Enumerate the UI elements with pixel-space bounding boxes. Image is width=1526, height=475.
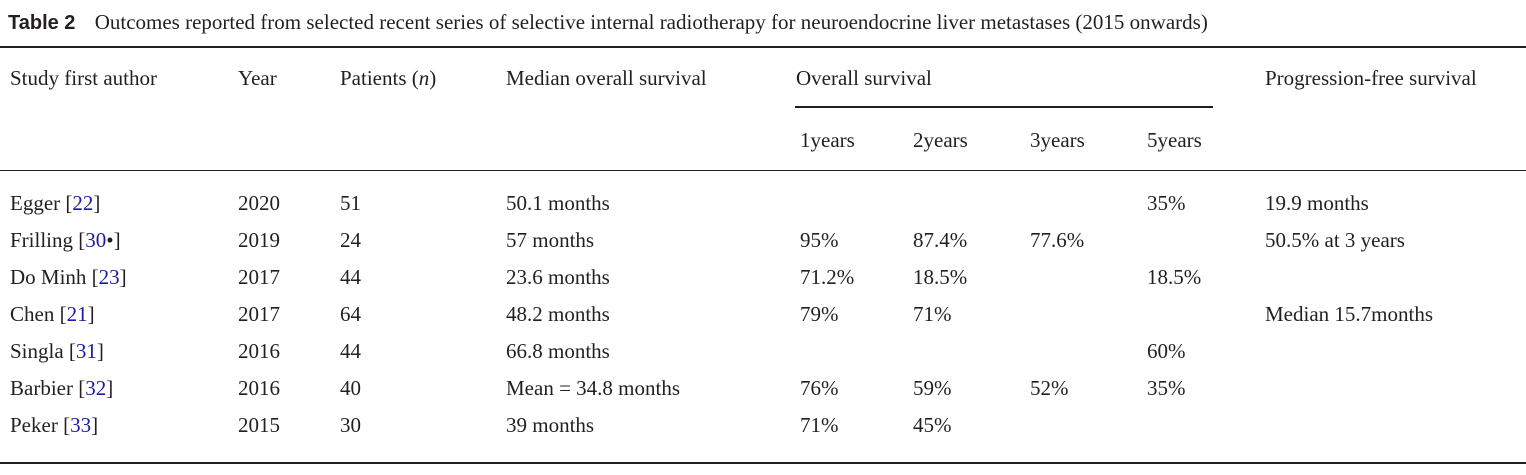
survival-cell: 71%: [913, 302, 952, 326]
year-cell: 2016: [238, 339, 280, 363]
header-cell: Median overall survival: [506, 66, 707, 90]
author-cell: Peker [33]: [10, 413, 98, 437]
survival-cell: 45%: [913, 413, 952, 437]
top-rule: [0, 46, 1526, 48]
author-text: ]: [119, 265, 127, 289]
author-cell: Barbier [32]: [10, 376, 113, 400]
author-text: ]: [93, 191, 101, 215]
header-cell: Study first author: [10, 66, 157, 90]
patients-cell: 44: [340, 339, 361, 363]
author-text: ]: [91, 413, 99, 437]
subheader-cell: 5years: [1147, 128, 1202, 152]
survival-cell: 71%: [800, 413, 839, 437]
caption: Table 2 Outcomes reported from selected …: [8, 10, 1208, 35]
author-text: •]: [106, 228, 121, 252]
year-cell: 2017: [238, 302, 280, 326]
author-cell: Singla [31]: [10, 339, 104, 363]
year-cell: 2019: [238, 228, 280, 252]
header-cell: Patients (n): [340, 66, 436, 90]
span-rule: [795, 106, 1213, 108]
header-text: ): [429, 66, 437, 90]
year-cell: 2015: [238, 413, 280, 437]
survival-cell: 60%: [1147, 339, 1186, 363]
pfs-cell: Median 15.7months: [1265, 302, 1433, 326]
survival-cell: 35%: [1147, 376, 1186, 400]
survival-cell: 71.2%: [800, 265, 855, 289]
median-cell: 57 months: [506, 228, 595, 252]
year-cell: 2020: [238, 191, 280, 215]
year-cell: 2016: [238, 376, 280, 400]
author-text: Do Minh [: [10, 265, 99, 289]
header-cell: Overall survival: [796, 66, 932, 90]
survival-cell: 35%: [1147, 191, 1186, 215]
header-cell: Year: [238, 66, 277, 90]
median-cell: 39 months: [506, 413, 595, 437]
caption-label: Table 2: [8, 12, 76, 34]
author-cell: Frilling [30•]: [10, 228, 121, 252]
caption-text: Outcomes reported from selected recent s…: [94, 10, 1208, 34]
pfs-cell: 50.5% at 3 years: [1265, 228, 1405, 252]
median-cell: 23.6 months: [506, 265, 610, 289]
survival-cell: 18.5%: [913, 265, 968, 289]
year-cell: 2017: [238, 265, 280, 289]
header-var: n: [418, 66, 430, 90]
median-cell: Mean = 34.8 months: [506, 376, 680, 400]
reference-link[interactable]: 32: [85, 376, 107, 400]
author-text: Barbier [: [10, 376, 86, 400]
reference-link[interactable]: 33: [70, 413, 92, 437]
reference-link[interactable]: 21: [66, 302, 88, 326]
subheader-cell: 3years: [1030, 128, 1085, 152]
author-text: Frilling [: [10, 228, 86, 252]
reference-link[interactable]: 22: [72, 191, 94, 215]
bottom-rule: [0, 462, 1526, 464]
survival-cell: 87.4%: [913, 228, 968, 252]
patients-cell: 64: [340, 302, 361, 326]
survival-cell: 95%: [800, 228, 839, 252]
pfs-cell: 19.9 months: [1265, 191, 1369, 215]
subheader-cell: 2years: [913, 128, 968, 152]
author-text: ]: [96, 339, 104, 363]
survival-cell: 77.6%: [1030, 228, 1085, 252]
author-cell: Chen [21]: [10, 302, 95, 326]
author-text: ]: [87, 302, 95, 326]
survival-cell: 59%: [913, 376, 952, 400]
survival-cell: 18.5%: [1147, 265, 1202, 289]
reference-link[interactable]: 23: [98, 265, 120, 289]
author-text: Peker [: [10, 413, 71, 437]
subheader-cell: 1years: [800, 128, 855, 152]
reference-link[interactable]: 30: [85, 228, 107, 252]
author-text: Singla [: [10, 339, 76, 363]
header-text: Patients (: [340, 66, 419, 90]
author-text: ]: [106, 376, 114, 400]
patients-cell: 24: [340, 228, 361, 252]
author-text: Egger [: [10, 191, 73, 215]
header-rule: [0, 170, 1526, 171]
median-cell: 48.2 months: [506, 302, 610, 326]
median-cell: 50.1 months: [506, 191, 610, 215]
author-cell: Egger [22]: [10, 191, 100, 215]
survival-cell: 79%: [800, 302, 839, 326]
patients-cell: 44: [340, 265, 361, 289]
author-text: Chen [: [10, 302, 67, 326]
author-cell: Do Minh [23]: [10, 265, 127, 289]
survival-cell: 52%: [1030, 376, 1069, 400]
patients-cell: 40: [340, 376, 361, 400]
patients-cell: 51: [340, 191, 361, 215]
reference-link[interactable]: 31: [75, 339, 97, 363]
median-cell: 66.8 months: [506, 339, 610, 363]
patients-cell: 30: [340, 413, 361, 437]
survival-cell: 76%: [800, 376, 839, 400]
header-cell: Progression-free survival: [1265, 66, 1477, 90]
